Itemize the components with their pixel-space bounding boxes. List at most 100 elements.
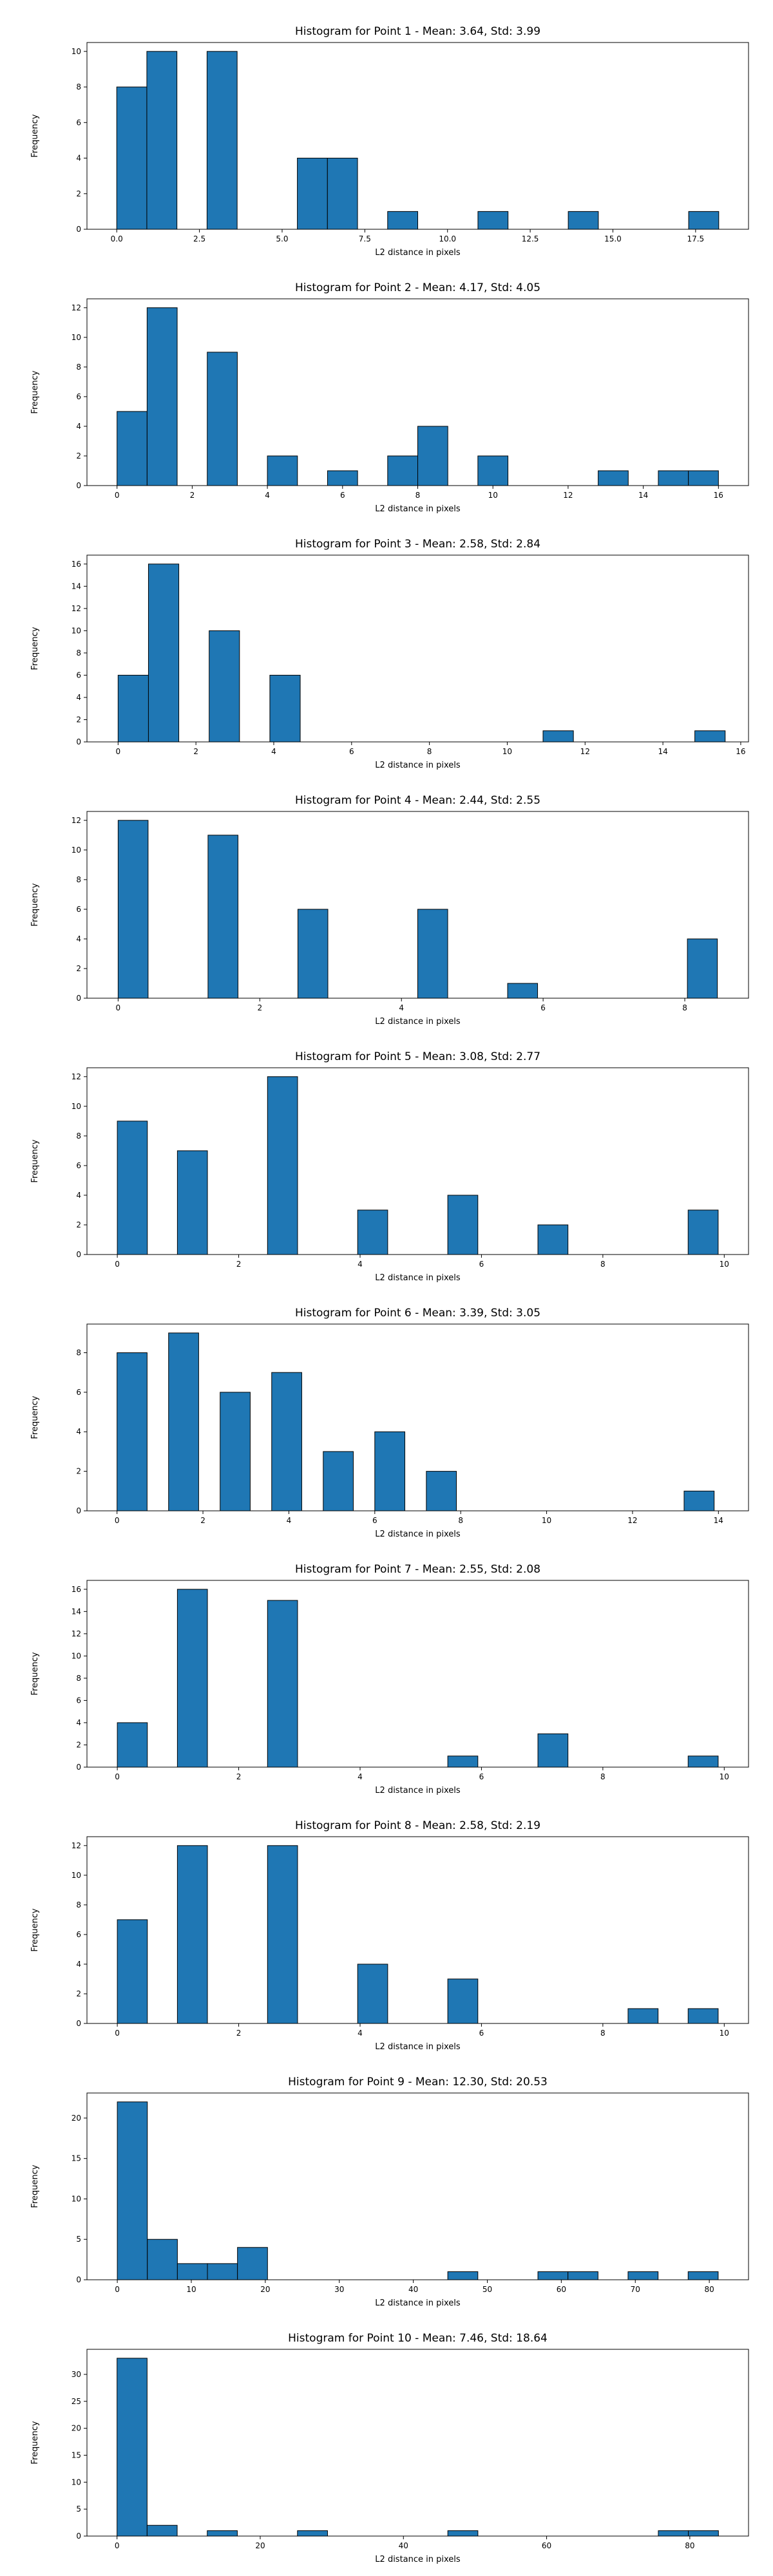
x-tick-label: 12 (563, 491, 573, 500)
y-tick-label: 10 (72, 1651, 81, 1660)
histogram-bar (447, 2271, 479, 2280)
x-tick-label: 4 (358, 1772, 363, 1781)
y-tick-label: 12 (72, 303, 81, 312)
histogram-bar (542, 730, 574, 743)
y-tick-label: 5 (76, 2235, 81, 2244)
histogram-bars (117, 2358, 719, 2537)
y-tick-label: 2 (76, 1467, 81, 1476)
x-tick-label: 8 (600, 2029, 606, 2038)
y-tick-label: 2 (76, 189, 81, 198)
y-tick-label: 10 (72, 1102, 81, 1111)
x-tick-label: 15.0 (604, 234, 622, 243)
y-tick-label: 20 (72, 2424, 81, 2433)
x-tick-label: 12 (580, 747, 590, 756)
histogram-bar (447, 1195, 479, 1255)
histogram-bar (117, 411, 148, 486)
x-tick-label: 0 (115, 2029, 120, 2038)
x-tick-label: 6 (479, 1260, 484, 1269)
y-tick-label: 30 (72, 2370, 81, 2379)
y-tick-label: 10 (72, 2194, 81, 2203)
y-tick-label: 0 (76, 1763, 81, 1772)
x-tick-label: 2.5 (193, 234, 205, 243)
x-axis-label: L2 distance in pixels (375, 761, 461, 770)
histogram-bar (117, 820, 149, 999)
y-tick-label: 5 (76, 2505, 81, 2514)
x-tick-label: 14 (714, 1516, 723, 1525)
histogram-bar (168, 1332, 199, 1511)
y-axis-label: Frequency (30, 370, 40, 413)
chart-title: Histogram for Point 3 - Mean: 2.58, Std:… (295, 538, 540, 551)
histogram-bars (117, 1332, 715, 1511)
x-tick-label: 0 (116, 1003, 121, 1012)
y-tick-label: 6 (76, 1161, 81, 1170)
x-tick-label: 80 (685, 2541, 694, 2550)
x-tick-label: 4 (358, 1260, 363, 1269)
x-tick-label: 6 (479, 1772, 484, 1781)
histogram-bar (568, 211, 599, 230)
histogram-bar (374, 1431, 405, 1511)
y-tick-label: 6 (76, 905, 81, 914)
histogram-bar (426, 1471, 457, 1511)
x-tick-label: 70 (631, 2285, 640, 2294)
chart-title: Histogram for Point 2 - Mean: 4.17, Std:… (295, 281, 540, 294)
x-tick-label: 6 (479, 2029, 484, 2038)
histogram-bar (694, 730, 726, 743)
histogram-bars (117, 820, 718, 999)
histogram-bar (267, 455, 298, 486)
x-tick-label: 10 (502, 747, 512, 756)
x-tick-label: 8 (415, 491, 421, 500)
x-tick-label: 20 (260, 2285, 270, 2294)
chart-title: Histogram for Point 1 - Mean: 3.64, Std:… (295, 25, 540, 38)
histogram-bar (148, 564, 180, 743)
histogram-panel-4: Histogram for Point 4 - Mean: 2.44, Std:… (30, 794, 749, 1027)
x-tick-label: 8 (600, 1260, 606, 1269)
histogram-bar (146, 307, 178, 486)
y-tick-label: 12 (72, 604, 81, 613)
histogram-bar (177, 1589, 208, 1768)
histogram-bars (117, 1076, 719, 1255)
x-tick-label: 6 (372, 1516, 377, 1525)
histogram-bars (117, 564, 726, 743)
x-tick-label: 5.0 (276, 234, 288, 243)
x-tick-label: 6 (340, 491, 345, 500)
y-tick-label: 12 (72, 1841, 81, 1850)
y-tick-label: 4 (76, 1960, 81, 1969)
y-tick-label: 16 (72, 1585, 81, 1594)
plot-area-frame (86, 1323, 749, 1511)
x-tick-label: 40 (399, 2541, 408, 2550)
x-axis-label: L2 distance in pixels (375, 2042, 461, 2052)
chart-title: Histogram for Point 5 - Mean: 3.08, Std:… (295, 1050, 540, 1063)
y-tick-label: 2 (76, 715, 81, 724)
histogram-panel-2: Histogram for Point 2 - Mean: 4.17, Std:… (30, 281, 749, 514)
y-axis-label: Frequency (30, 2164, 40, 2208)
x-tick-label: 80 (704, 2285, 714, 2294)
chart-title: Histogram for Point 7 - Mean: 2.55, Std:… (295, 1563, 540, 1576)
x-tick-label: 30 (334, 2285, 344, 2294)
x-tick-label: 14 (658, 747, 667, 756)
histogram-bar (417, 426, 448, 486)
histogram-bars (117, 307, 719, 486)
x-tick-label: 10 (720, 1772, 729, 1781)
y-tick-label: 14 (72, 1607, 81, 1616)
x-axis-label: L2 distance in pixels (375, 2298, 461, 2308)
histogram-bar (116, 86, 148, 230)
x-tick-label: 8 (600, 1772, 606, 1781)
y-tick-label: 15 (72, 2154, 81, 2163)
x-tick-label: 8 (682, 1003, 687, 1012)
x-tick-label: 8 (427, 747, 432, 756)
x-tick-label: 10 (488, 491, 498, 500)
histogram-bar (206, 51, 238, 230)
y-tick-label: 2 (76, 1989, 81, 1998)
x-axis-label: L2 distance in pixels (375, 1017, 461, 1027)
x-tick-label: 10 (720, 1260, 729, 1269)
chart-title: Histogram for Point 6 - Mean: 3.39, Std:… (295, 1307, 540, 1320)
x-tick-label: 4 (265, 491, 270, 500)
x-tick-label: 12.5 (522, 234, 539, 243)
histogram-bar (269, 674, 301, 743)
x-tick-label: 0 (115, 491, 120, 500)
histogram-bar (327, 470, 358, 486)
x-tick-label: 10 (542, 1516, 551, 1525)
histogram-bar (146, 2524, 178, 2537)
y-tick-label: 0 (76, 225, 81, 234)
